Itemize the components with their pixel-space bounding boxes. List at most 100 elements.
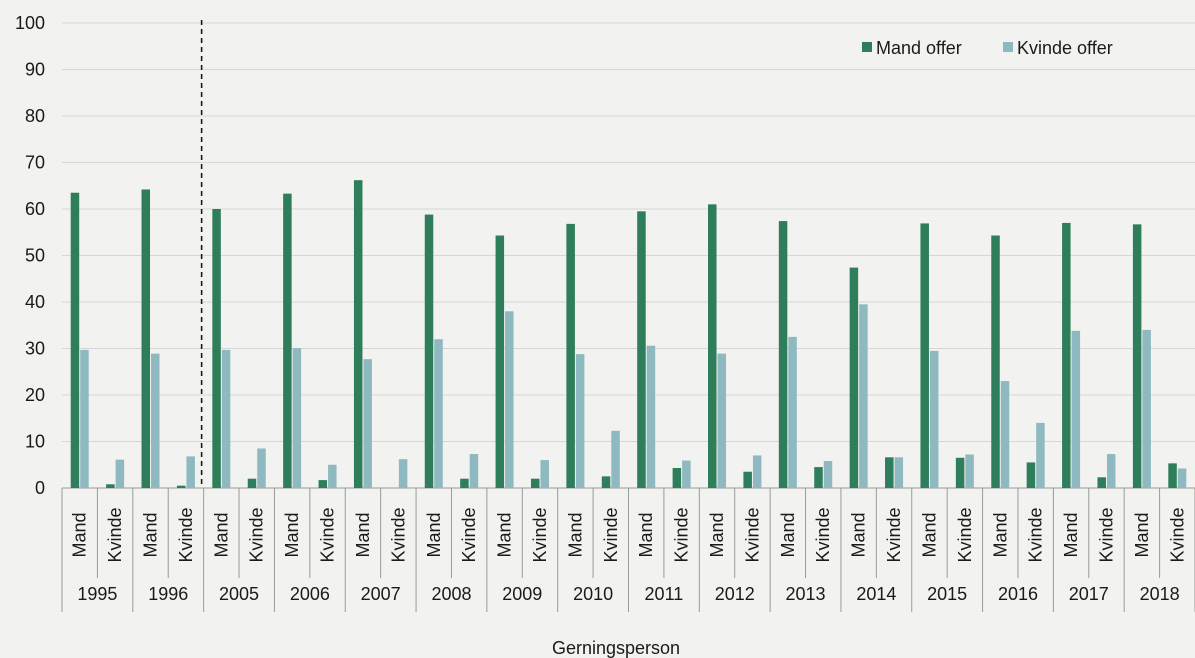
y-tick-label: 100 xyxy=(15,13,45,33)
x-year-label: 2009 xyxy=(502,584,542,604)
bar-kvinde-offer xyxy=(611,430,620,488)
bar-kvinde-offer xyxy=(1071,330,1081,488)
x-subcategory-label: Kvinde xyxy=(1167,507,1187,562)
x-subcategory-label: Kvinde xyxy=(247,507,267,562)
bar-kvinde-offer xyxy=(363,359,372,488)
bar-mand-offer xyxy=(70,192,80,488)
bar-mand-offer xyxy=(247,478,257,488)
bar-mand-offer xyxy=(212,209,221,488)
bar-kvinde-offer xyxy=(575,354,585,488)
bar-mand-offer xyxy=(176,485,186,488)
x-subcategory-label: Kvinde xyxy=(813,507,833,562)
x-subcategory-label: Kvinde xyxy=(1026,507,1046,562)
x-subcategory-label: Mand xyxy=(636,512,656,557)
x-year-label: 2008 xyxy=(431,584,471,604)
x-year-label: 2016 xyxy=(998,584,1038,604)
x-year-label: 1996 xyxy=(148,584,188,604)
bar-mand-offer xyxy=(495,235,505,488)
bar-mand-offer xyxy=(778,221,788,488)
bar-kvinde-offer xyxy=(186,456,195,488)
x-year-label: 2010 xyxy=(573,584,613,604)
x-subcategory-label: Mand xyxy=(707,512,727,557)
x-subcategory-label: Kvinde xyxy=(388,507,408,562)
bar-mand-offer xyxy=(1026,462,1036,488)
y-axis-tick-labels: 0 10 20 30 40 50 60 70 80 90 100 xyxy=(15,13,45,498)
x-subcategory-label: Mand xyxy=(495,512,515,557)
x-subcategory-label: Mand xyxy=(141,512,161,557)
x-year-label: 2005 xyxy=(219,584,259,604)
bar-mand-offer xyxy=(637,211,646,488)
bar-mand-offer xyxy=(672,468,682,488)
gridlines xyxy=(62,22,1195,489)
x-subcategory-label: Mand xyxy=(1061,512,1081,557)
bar-mand-offer xyxy=(955,457,965,488)
bar-kvinde-offer xyxy=(823,461,833,488)
y-tick-label: 0 xyxy=(35,478,45,498)
x-subcategory-label: Kvinde xyxy=(530,507,550,562)
bar-kvinde-offer xyxy=(1142,329,1151,488)
x-year-label: 2017 xyxy=(1069,584,1109,604)
x-subcategory-label: Mand xyxy=(353,512,373,557)
bars xyxy=(70,180,1187,489)
bar-mand-offer xyxy=(708,204,717,488)
bar-kvinde-offer xyxy=(115,459,125,488)
x-subcategory-label: Mand xyxy=(1132,512,1152,557)
y-tick-label: 60 xyxy=(25,199,45,219)
legend: Mand offer Kvinde offer xyxy=(862,38,1113,58)
x-year-label: 1995 xyxy=(77,584,117,604)
bar-kvinde-offer xyxy=(788,336,797,488)
x-year-label: 2015 xyxy=(927,584,967,604)
x-year-label: 2011 xyxy=(645,584,684,604)
bar-kvinde-offer xyxy=(505,311,514,488)
bar-mand-offer xyxy=(1062,222,1071,488)
bar-kvinde-offer xyxy=(1106,454,1116,488)
bar-mand-offer xyxy=(601,476,611,488)
x-subcategory-label: Mand xyxy=(849,512,869,557)
bar-kvinde-offer xyxy=(257,448,266,488)
bar-kvinde-offer xyxy=(328,464,337,488)
bar-kvinde-offer xyxy=(540,460,549,488)
x-subcategory-label: Mand xyxy=(919,512,939,557)
bar-kvinde-offer xyxy=(221,349,231,488)
bar-mand-offer xyxy=(920,223,929,489)
bar-mand-offer xyxy=(141,189,151,488)
bar-kvinde-offer xyxy=(469,454,479,488)
bar-kvinde-offer xyxy=(965,454,974,488)
y-tick-label: 50 xyxy=(25,246,45,266)
x-year-label: 2013 xyxy=(786,584,826,604)
bar-kvinde-offer xyxy=(292,348,302,488)
bar-mand-offer xyxy=(991,235,1000,488)
bar-mand-offer xyxy=(353,180,363,489)
x-subcategory-label: Mand xyxy=(282,512,302,557)
y-tick-label: 30 xyxy=(25,339,45,359)
bar-kvinde-offer xyxy=(859,304,868,488)
bar-mand-offer xyxy=(283,193,292,488)
x-subcategory-label: Mand xyxy=(778,512,798,557)
x-axis: Mand Kvinde 1995 Mand Kvinde 1996 Mand Kvinde 20… xyxy=(61,488,1195,612)
bar-mand-offer xyxy=(530,478,540,488)
x-year-label: 2007 xyxy=(361,584,401,604)
bar-kvinde-offer xyxy=(894,457,904,488)
x-year-label: 2018 xyxy=(1140,584,1180,604)
bar-mand-offer xyxy=(814,467,823,488)
bar-kvinde-offer xyxy=(1177,468,1187,488)
x-subcategory-label: Mand xyxy=(990,512,1010,557)
x-subcategory-label: Kvinde xyxy=(884,507,904,562)
bar-mand-offer xyxy=(743,471,752,488)
x-axis-title: Gerningsperson xyxy=(552,638,680,658)
x-subcategory-label: Kvinde xyxy=(601,507,621,562)
bar-mand-offer xyxy=(1132,224,1142,488)
legend-swatch-mand-offer xyxy=(862,42,872,52)
y-tick-label: 70 xyxy=(25,153,45,173)
x-subcategory-label: Kvinde xyxy=(105,507,125,562)
bar-kvinde-offer xyxy=(434,339,443,488)
bar-kvinde-offer xyxy=(682,460,691,488)
bar-kvinde-offer xyxy=(646,345,656,488)
bar-kvinde-offer xyxy=(1000,381,1010,488)
x-subcategory-label: Kvinde xyxy=(176,507,196,562)
y-tick-label: 80 xyxy=(25,106,45,126)
bar-kvinde-offer xyxy=(929,350,939,488)
bar-mand-offer xyxy=(1097,477,1106,488)
x-subcategory-label: Kvinde xyxy=(459,507,479,562)
